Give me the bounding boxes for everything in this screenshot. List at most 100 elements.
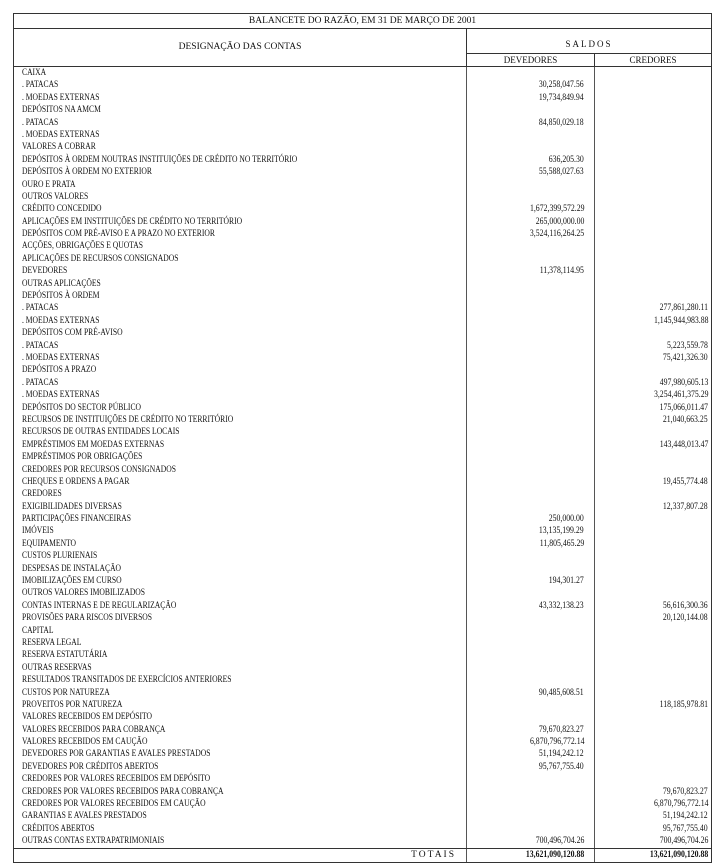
credores-value: 175,066,011.47 (659, 402, 708, 413)
account-name: CRÉDITOS ABERTOS (22, 823, 95, 834)
account-name: OUTRAS RESERVAS (22, 662, 92, 673)
table-row: RECURSOS DE OUTRAS ENTIDADES LOCAIS (14, 426, 711, 438)
table-row: CAIXA (14, 67, 711, 79)
table-row: DEPÓSITOS A PRAZO (14, 364, 711, 376)
credores-value: 700,496,704.26 (659, 836, 708, 847)
account-name: . PATACAS (22, 377, 59, 388)
devedores-value: 194,301.27 (548, 576, 584, 587)
devedores-value: 700,496,704.26 (535, 836, 584, 847)
account-name: . PATACAS (22, 340, 59, 351)
table-body: CAIXA . PATACAS 30,258,047.56 . MOEDAS EXTE… (14, 67, 711, 848)
account-name: DESPESAS DE INSTALAÇÃO (22, 563, 122, 574)
table-row: VALORES RECEBIDOS EM CAUÇÃO 6,870,796,772… (14, 736, 711, 748)
account-name: CUSTOS PLURIENAIS (22, 551, 98, 562)
table-row: IMOBILIZAÇÕES EM CURSO 194,301.27 (14, 575, 711, 587)
account-name: APLICAÇÕES EM INSTITUIÇÕES DE CRÉDITO NO… (22, 216, 243, 227)
account-name: ACÇÕES, OBRIGAÇÕES E QUOTAS (22, 241, 144, 252)
totals-row: TOTAIS 13,621,090,120.88 13,621,090,120.… (14, 847, 711, 862)
account-name: CREDORES (22, 489, 62, 500)
devedores-value: 79,670,823.27 (539, 724, 584, 735)
devedores-value: 30,258,047.56 (539, 80, 584, 91)
table-row: CREDORES (14, 488, 711, 500)
account-name: DEVEDORES POR GARANTIAS E AVALES PRESTAD… (22, 749, 211, 760)
account-name: DEPÓSITOS COM PRÉ-AVISO (22, 328, 123, 339)
account-name: RECURSOS DE OUTRAS ENTIDADES LOCAIS (22, 427, 180, 438)
devedores-value: 55,588,027.63 (539, 167, 584, 178)
account-name: CAIXA (22, 68, 47, 78)
devedores-value: 250,000.00 (548, 514, 584, 525)
credores-value: 75,421,326.30 (663, 352, 708, 363)
column-divider (466, 848, 467, 862)
table-row: RECURSOS DE INSTITUIÇÕES DE CRÉDITO NO T… (14, 414, 711, 426)
table-row: DEVEDORES 11,378,114.95 (14, 265, 711, 277)
account-name: IMÓVEIS (22, 526, 54, 537)
table-row: OUTRAS APLICAÇÕES (14, 278, 711, 290)
column-divider (594, 848, 595, 862)
account-name: GARANTIAS E AVALES PRESTADOS (22, 811, 147, 822)
totals-label: TOTAIS (411, 849, 456, 860)
account-name: CREDORES POR VALORES RECEBIDOS PARA COBR… (22, 786, 224, 797)
account-name: . MOEDAS EXTERNAS (22, 315, 100, 326)
account-name: RESULTADOS TRANSITADOS DE EXERCÍCIOS ANT… (22, 675, 232, 686)
table-row: CAPITAL (14, 625, 711, 637)
credores-value: 1,145,944,983.88 (653, 315, 708, 326)
table-row: DEPÓSITOS COM PRÉ-AVISO (14, 327, 711, 339)
table-row: CREDORES POR VALORES RECEBIDOS EM CAUÇÃO… (14, 798, 711, 810)
devedores-value: 3,524,116,264.25 (529, 229, 584, 240)
table-row: PROVISÕES PARA RISCOS DIVERSOS 20,120,144… (14, 612, 711, 624)
account-name: APLICAÇÕES DE RECURSOS CONSIGNADOS (22, 253, 179, 264)
account-name: CREDORES POR VALORES RECEBIDOS EM DEPÓSI… (22, 774, 211, 785)
table-row: VALORES RECEBIDOS PARA COBRANÇA 79,670,82… (14, 724, 711, 736)
devedores-value: 265,000,000.00 (535, 216, 584, 227)
devedores-value: 19,734,849.94 (539, 92, 584, 103)
devedores-value: 90,485,608.51 (539, 687, 584, 698)
account-name: . PATACAS (22, 80, 59, 91)
table-row: CUSTOS POR NATUREZA 90,485,608.51 (14, 687, 711, 699)
table-row: RESERVA LEGAL (14, 637, 711, 649)
devedores-value: 43,332,138.23 (539, 600, 584, 611)
table-row: . MOEDAS EXTERNAS 75,421,326.30 (14, 352, 711, 364)
table-row: CRÉDITOS ABERTOS 95,767,755.40 (14, 823, 711, 835)
account-name: DEPÓSITOS À ORDEM NO EXTERIOR (22, 167, 152, 178)
table-row: GARANTIAS E AVALES PRESTADOS 51,194,242.1… (14, 810, 711, 822)
account-name: . MOEDAS EXTERNAS (22, 92, 100, 103)
account-name: OUTROS VALORES IMOBILIZADOS (22, 588, 146, 599)
header-credores: CREDORES (629, 55, 677, 65)
column-divider (594, 67, 595, 848)
account-name: VALORES RECEBIDOS PARA COBRANÇA (22, 724, 166, 735)
table-row: . PATACAS 497,980,605.13 (14, 377, 711, 389)
account-name: DEPÓSITOS A PRAZO (22, 365, 97, 376)
account-name: RECURSOS DE INSTITUIÇÕES DE CRÉDITO NO T… (22, 414, 234, 425)
table-row: DEPÓSITOS DO SECTOR PÚBLICO 175,066,011.4… (14, 402, 711, 414)
account-name: VALORES RECEBIDOS EM DEPÓSITO (22, 712, 152, 723)
table-row: . PATACAS 84,850,029.18 (14, 117, 711, 129)
credores-value: 497,980,605.13 (659, 377, 708, 388)
account-name: CHEQUES E ORDENS A PAGAR (22, 476, 130, 487)
table-row: OUTRAS CONTAS EXTRAPATRIMONIAIS 700,496,7… (14, 835, 711, 847)
account-name: CONTAS INTERNAS E DE REGULARIZAÇÃO (22, 600, 177, 611)
column-divider (466, 67, 467, 848)
account-name: EQUIPAMENTO (22, 538, 77, 549)
header-devedores: DEVEDORES (467, 54, 595, 67)
table-row: . MOEDAS EXTERNAS 1,145,944,983.88 (14, 315, 711, 327)
account-name: CAPITAL (22, 625, 54, 636)
table-row: . PATACAS 5,223,559.78 (14, 340, 711, 352)
devedores-value: 51,194,242.12 (539, 749, 584, 760)
credores-value: 21,040,663.25 (663, 414, 708, 425)
table-row: OUTRAS RESERVAS (14, 662, 711, 674)
totals-devedores: 13,621,090,120.88 (525, 849, 584, 860)
table-row: ACÇÕES, OBRIGAÇÕES E QUOTAS (14, 240, 711, 252)
account-name: . PATACAS (22, 117, 59, 128)
devedores-value: 13,135,199.29 (539, 526, 584, 537)
table-row: RESULTADOS TRANSITADOS DE EXERCÍCIOS ANT… (14, 674, 711, 686)
table-row: EMPRÉSTIMOS EM MOEDAS EXTERNAS 143,448,01… (14, 439, 711, 451)
table-row: DEVEDORES POR GARANTIAS E AVALES PRESTAD… (14, 748, 711, 760)
table-row: DEPÓSITOS À ORDEM (14, 290, 711, 302)
credores-value: 95,767,755.40 (663, 823, 708, 834)
account-name: OUTRAS APLICAÇÕES (22, 278, 101, 289)
account-name: CUSTOS POR NATUREZA (22, 687, 110, 698)
account-name: IMOBILIZAÇÕES EM CURSO (22, 576, 122, 587)
account-name: DEPÓSITOS NA AMCM (22, 105, 101, 116)
devedores-value: 84,850,029.18 (539, 117, 584, 128)
table-row: OUTROS VALORES (14, 191, 711, 203)
